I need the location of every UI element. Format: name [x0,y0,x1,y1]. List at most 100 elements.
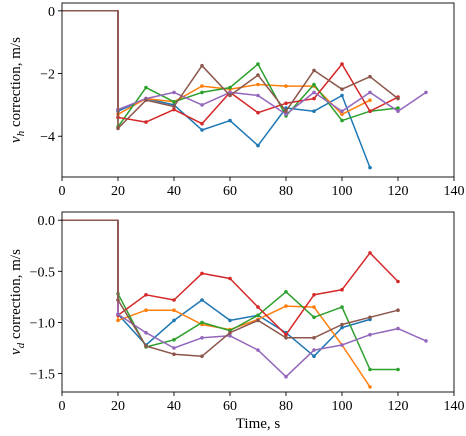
series-4-point [144,120,148,124]
series-5-point [424,339,428,343]
series-2-point [200,84,204,88]
y-tick-label: −1.5 [30,368,55,383]
series-5-point [284,112,288,117]
series-6-point [228,330,232,335]
series-2-point [284,84,288,88]
y-tick-label: −1.0 [30,316,55,331]
series-2-point [368,385,372,389]
y-tick-label: −2 [40,68,55,83]
series-6-point [312,68,316,73]
series-2-point [340,112,344,117]
series-6-point [340,87,344,91]
series-5-point [144,330,148,335]
y-axis-label: vh correction, m/s [8,37,27,143]
series-4-point [200,121,204,126]
y-tick-label: 0 [48,5,55,20]
x-tick-label: 100 [332,399,353,414]
series-5-point [256,348,260,352]
y-tick-label: 0.0 [38,214,56,229]
series-4-point [144,293,148,297]
series-4-point [284,101,288,106]
series-1-point [340,325,344,330]
series-6-point [172,104,176,109]
series-6-point [172,352,176,357]
x-tick-label: 20 [111,184,125,199]
series-1-point [256,143,260,148]
series-3-point [172,100,176,104]
series-group [62,10,428,170]
series-1-point [200,298,204,302]
series-5-point [228,334,232,338]
series-5-point [200,336,204,340]
series-4-point [172,107,176,112]
series-6-point [200,354,204,359]
series-3-point [228,85,232,90]
y-axis-label: vd correction, m/s [8,249,27,355]
series-3-point [368,367,372,372]
series-5-point [368,90,372,95]
series-1-point [368,165,372,170]
series-4-point [256,110,260,115]
series-line-1 [62,219,371,357]
series-2-point [284,304,288,308]
x-tick-label: 80 [279,399,293,414]
series-1-point [200,128,204,132]
x-tick-label: 100 [332,184,353,199]
series-4-point [284,332,288,337]
series-5-point [396,109,400,113]
series-5-point [340,109,344,113]
x-tick-label: 40 [167,184,181,199]
y-tick-label: −0.5 [30,265,55,280]
series-5-point [396,326,400,331]
series-line-3 [62,219,398,371]
x-tick-label: 120 [388,399,409,414]
series-1-point [312,354,316,359]
series-3-point [312,82,316,87]
axes-frame [61,2,455,178]
series-6-point [228,93,232,98]
series-6-point [396,96,400,101]
x-tick-label: 20 [111,399,125,414]
series-5-point [312,348,316,352]
axes-frame [61,211,455,393]
chart-1: 0 20 40 60 80 100 120 140 0 −2 −4 vh correction, m/… [8,2,465,199]
series-5-point [424,90,428,95]
series-5-point [200,103,204,107]
series-5-point [340,343,344,347]
series-4-point [312,96,316,101]
x-tick-label: 140 [444,399,465,414]
series-6-point [284,336,288,340]
series-1-point [172,318,176,323]
series-2-point [368,98,372,102]
series-group [62,219,428,389]
series-2-point [116,318,120,323]
x-tick-label: 60 [223,184,237,199]
series-4-point [172,298,176,302]
series-3-point [340,305,344,309]
series-3-point [256,313,260,318]
series-6-point [368,74,372,79]
series-4-point [256,305,260,309]
x-tick-label: 0 [59,184,66,199]
series-3-point [396,106,400,110]
series-5-point [256,93,260,98]
series-4-point [368,109,372,113]
series-4-point [340,287,344,292]
series-3-point [200,320,204,325]
series-3-point [200,90,204,95]
x-tick-label: 140 [444,184,465,199]
x-tick-label: 120 [388,184,409,199]
series-6-point [116,126,120,131]
series-6-point [256,318,260,323]
series-3-point [312,315,316,320]
series-6-point [284,109,288,113]
series-5-point [284,374,288,379]
series-5-point [172,346,176,350]
series-6-point [312,336,316,340]
series-line-5 [62,10,427,116]
series-6-point [144,98,148,102]
series-line-1 [62,10,371,168]
series-1-point [312,109,316,113]
series-3-point [396,367,400,372]
